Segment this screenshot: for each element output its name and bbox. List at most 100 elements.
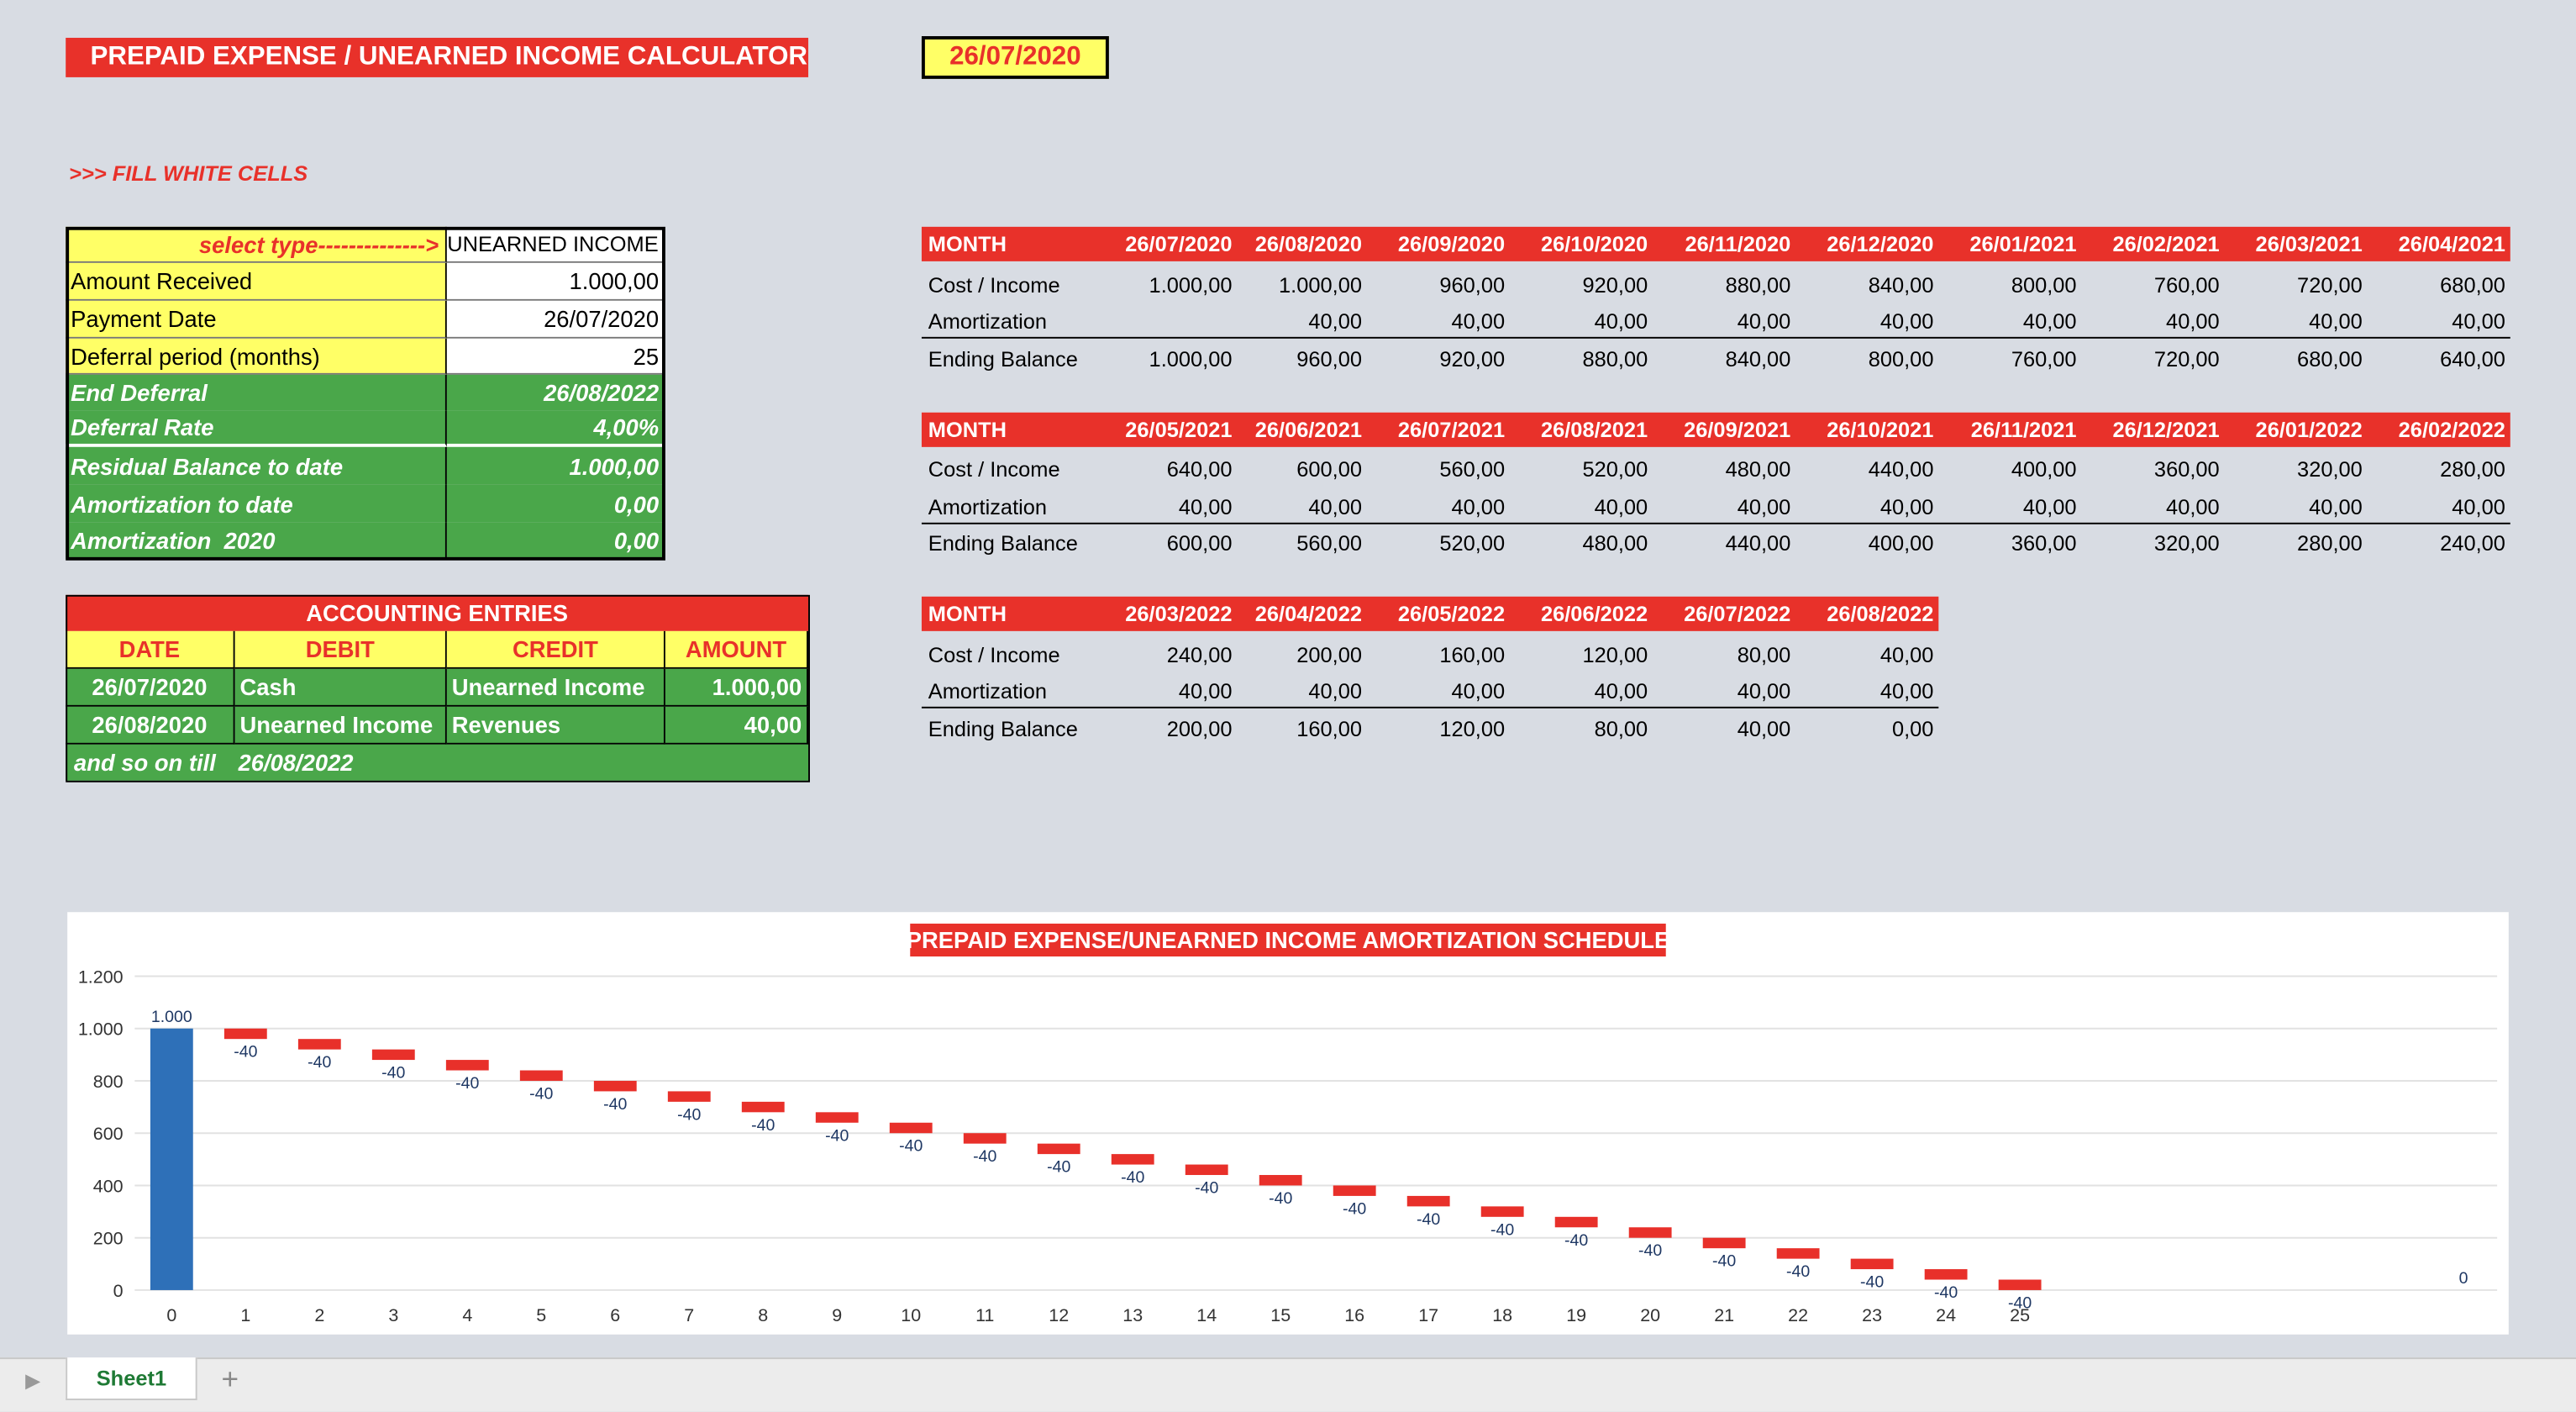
schedule-value: 40,00 (2022, 493, 2077, 519)
x-tick-label: 22 (1788, 1305, 1808, 1325)
input-label: Residual Balance to date (66, 446, 447, 485)
entries-footer-date: 26/08/2022 (238, 749, 354, 776)
value-label: 1.000 (151, 1008, 192, 1026)
value-label: -40 (234, 1043, 257, 1062)
entries-title: ACCOUNTING ENTRIES (66, 594, 809, 631)
y-tick-label: 600 (93, 1124, 124, 1144)
instruction: >>> FILL WHITE CELLS (69, 160, 308, 185)
value-label: -40 (603, 1095, 627, 1114)
entries-cell: Unearned Income (446, 668, 665, 707)
schedule-value: 1.000,00 (1149, 271, 1233, 297)
input-value[interactable]: 1.000,00 (446, 262, 664, 301)
decrease-bar (1554, 1216, 1598, 1228)
add-sheet[interactable]: + (221, 1362, 239, 1395)
entries-cell: Revenues (446, 706, 665, 745)
schedule-value: 0,00 (1891, 715, 1934, 740)
input-label: End Deferral (66, 374, 447, 411)
value-label: -40 (308, 1053, 331, 1072)
schedule-date: 26/05/2022 (1397, 601, 1506, 626)
value-label: -40 (1195, 1179, 1218, 1198)
input-value[interactable]: UNEARNED INCOME (446, 226, 664, 263)
schedule-date: 26/02/2022 (2398, 416, 2505, 442)
schedule-value: 280,00 (2440, 456, 2505, 482)
schedule-row-label: Amortization (928, 493, 1048, 519)
decrease-bar (1037, 1143, 1080, 1155)
schedule-date: 26/08/2022 (1827, 601, 1934, 626)
input-label: Amount Received (66, 262, 447, 301)
schedule-date: 26/08/2021 (1540, 416, 1648, 442)
schedule-value: 40,00 (1178, 493, 1233, 519)
schedule-date: 26/12/2020 (1827, 231, 1934, 257)
schedule-value: 80,00 (1737, 641, 1791, 666)
y-tick-label: 1.200 (78, 967, 124, 987)
schedule-value: 640,00 (2440, 345, 2505, 371)
decrease-bar (889, 1122, 933, 1134)
schedule-value: 240,00 (1166, 641, 1233, 666)
y-tick-label: 1.000 (78, 1019, 124, 1040)
schedule-value: 880,00 (1725, 271, 1791, 297)
chart-area (67, 912, 2509, 1335)
schedule-date: 26/11/2020 (1685, 231, 1791, 257)
schedule-value: 640,00 (1166, 456, 1233, 482)
schedule-date: 26/07/2022 (1684, 601, 1791, 626)
entries-cell: Cash (234, 668, 447, 707)
value-label: -40 (529, 1084, 553, 1103)
value-label: -40 (973, 1147, 996, 1166)
input-value[interactable]: 26/07/2020 (446, 300, 664, 339)
x-tick-label: 7 (684, 1305, 694, 1325)
value-label: -40 (1712, 1252, 1736, 1271)
input-frame (66, 226, 665, 561)
input-value[interactable]: 25 (446, 338, 664, 375)
x-tick-label: 17 (1418, 1305, 1438, 1325)
decrease-bar (1259, 1175, 1302, 1186)
schedule-value: 960,00 (1296, 345, 1362, 371)
x-tick-label: 10 (901, 1305, 921, 1325)
schedule-value: 40,00 (1879, 493, 1934, 519)
schedule-value: 720,00 (2297, 271, 2363, 297)
x-tick-label: 1 (240, 1305, 250, 1325)
schedule-value: 40,00 (1737, 308, 1791, 334)
schedule-value: 40,00 (1594, 493, 1648, 519)
schedule-value: 280,00 (2297, 530, 2363, 556)
input-label: Amortization to date (66, 484, 447, 523)
entries-cell: 26/07/2020 (66, 668, 235, 707)
schedule-date: 26/04/2022 (1254, 601, 1362, 626)
decrease-bar (519, 1070, 563, 1081)
schedule-value: 40,00 (1737, 678, 1791, 703)
title-banner: PREPAID EXPENSE / UNEARNED INCOME CALCUL… (66, 37, 809, 77)
sheet-tab[interactable]: Sheet1 (66, 1357, 197, 1400)
input-label: select type--------------> (66, 226, 447, 263)
schedule-date: 26/07/2021 (1397, 416, 1506, 442)
x-tick-label: 0 (166, 1305, 176, 1325)
x-tick-label: 5 (536, 1305, 546, 1325)
schedule-value: 840,00 (1868, 271, 1934, 297)
x-tick-label: 14 (1196, 1305, 1217, 1325)
schedule-value: 120,00 (1582, 641, 1648, 666)
x-tick-label: 3 (388, 1305, 398, 1325)
schedule-value: 840,00 (1725, 345, 1791, 371)
schedule-value: 40,00 (1451, 678, 1506, 703)
decrease-bar (1702, 1237, 1746, 1249)
value-label: -40 (677, 1105, 701, 1124)
input-value: 26/08/2022 (446, 374, 664, 411)
schedule-value: 520,00 (1439, 530, 1506, 556)
input-label: Deferral Rate (66, 410, 447, 447)
schedule-date: 26/09/2021 (1684, 416, 1791, 442)
value-label: -40 (1564, 1231, 1588, 1250)
value-label: 0 (2459, 1269, 2468, 1288)
schedule-value: 920,00 (1439, 345, 1506, 371)
entries-header: DEBIT (234, 630, 447, 669)
schedule-rule (921, 706, 1939, 709)
entries-cell: 1.000,00 (665, 668, 809, 707)
entries-footer-label: and so on till (73, 749, 216, 776)
schedule-date: 26/07/2020 (1125, 231, 1233, 257)
schedule-value: 600,00 (1296, 456, 1362, 482)
schedule-row-label: Amortization (928, 308, 1048, 334)
schedule-row-label: Amortization (928, 678, 1048, 703)
schedule-value: 600,00 (1166, 530, 1233, 556)
value-label: -40 (1343, 1199, 1366, 1218)
schedule-value: 680,00 (2440, 271, 2505, 297)
schedule-value: 160,00 (1296, 715, 1362, 740)
decrease-bar (1111, 1154, 1154, 1165)
